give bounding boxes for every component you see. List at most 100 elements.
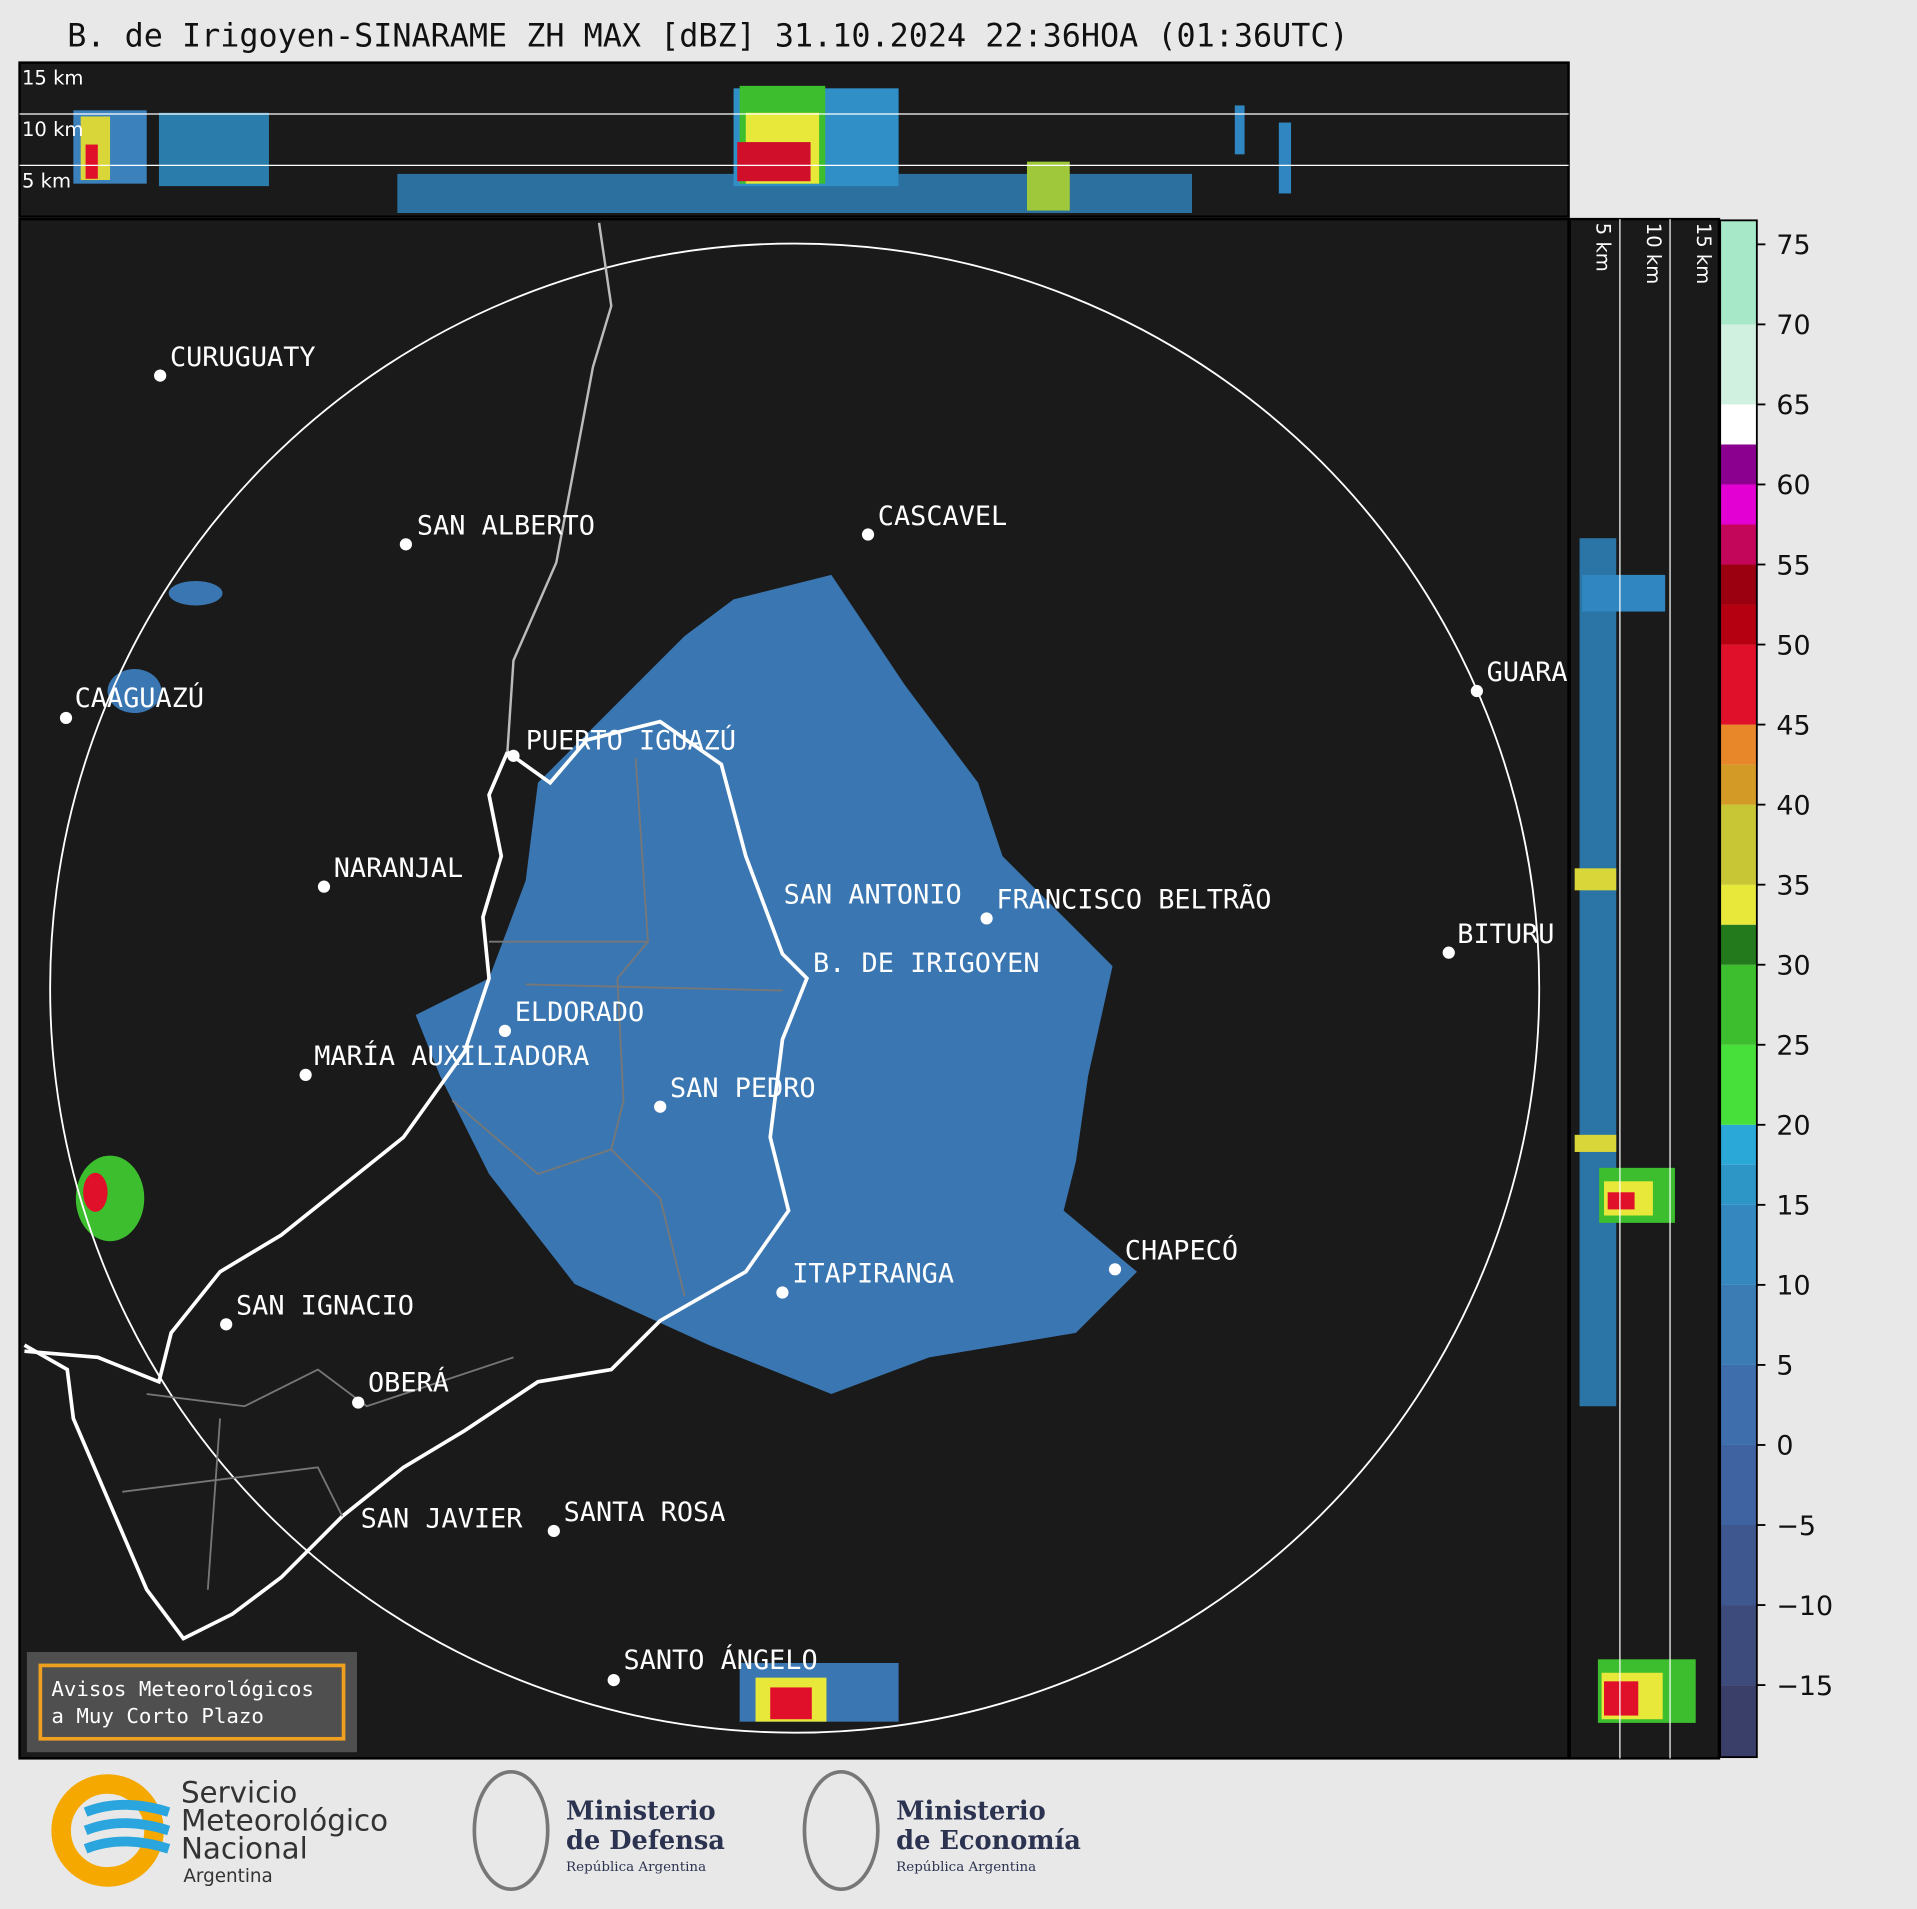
title: B. de Irigoyen-SINARAME ZH MAX [dBZ] 31.…: [67, 19, 1348, 55]
radar-echo: [415, 574, 1137, 1395]
border: [506, 222, 613, 753]
city-dot: [352, 1396, 365, 1409]
city-dot: [776, 1286, 789, 1299]
city-dot: [317, 880, 331, 893]
city-dot: [861, 528, 875, 541]
range-ring: [49, 242, 1541, 1734]
city-dot: [154, 369, 167, 382]
colorbar-segment: [1720, 444, 1757, 485]
colorbar-tick-label: 50: [1776, 630, 1810, 661]
colorbar-tick-label: 25: [1776, 1031, 1810, 1062]
radar-echo: [83, 1172, 108, 1212]
colorbar-segment: [1720, 1124, 1757, 1165]
top-cross-section: 15 km 10 km 5 km: [18, 61, 1570, 218]
logo-text: de Economía: [896, 1826, 1081, 1856]
city-label: SAN ANTONIO: [784, 880, 962, 911]
city-label: SAN PEDRO: [670, 1073, 816, 1104]
city-label: B. DE IRIGOYEN: [813, 948, 1040, 979]
notice: Avisos Meteorológicos a Muy Corto Plazo: [26, 1651, 357, 1753]
colorbar-tick-label: 65: [1776, 390, 1810, 421]
city-dot: [980, 912, 993, 925]
border: [23, 719, 810, 1641]
city-dot: [59, 711, 73, 725]
echo: [1278, 122, 1292, 194]
logo-text: República Argentina: [896, 1860, 1036, 1875]
echo: [1604, 1681, 1639, 1716]
city-label: ELDORADO: [515, 997, 644, 1028]
city-label: SAN ALBERTO: [417, 511, 595, 542]
colorbar-segment: [1720, 1284, 1757, 1365]
city-label: OBERÁ: [368, 1367, 449, 1399]
logo-text: Nacional: [181, 1832, 308, 1866]
colorbar-tick-label: 40: [1776, 790, 1810, 821]
colorbar-frame: [1719, 219, 1758, 1759]
city-label: BITURU: [1457, 919, 1554, 950]
colorbar-segment: [1720, 1685, 1757, 1758]
city-label: MARÍA AUXILIADORA: [314, 1040, 589, 1072]
colorbar-tick-label: 70: [1776, 310, 1810, 341]
city-dot: [399, 538, 413, 551]
echo: [1574, 868, 1617, 891]
colorbar-segment: [1720, 1364, 1757, 1445]
city-label: GUARA: [1487, 657, 1568, 688]
city-label: SANTA ROSA: [564, 1497, 726, 1528]
colorbar-tick-label: 35: [1776, 870, 1810, 901]
colorbar-segment: [1720, 1605, 1757, 1686]
colorbar-segment: [1720, 404, 1757, 445]
emblem: [802, 1769, 880, 1891]
radar-echo: [107, 669, 162, 714]
radar-echo: [168, 581, 223, 606]
footer: Servicio Meteorológico Nacional Argentin…: [51, 1769, 1081, 1891]
city-label: SAN IGNACIO: [236, 1291, 414, 1322]
city-dot: [498, 1024, 512, 1038]
logo-text: República Argentina: [566, 1860, 706, 1875]
colorbar-tick-label: −5: [1776, 1511, 1816, 1542]
height-label: 10 km: [22, 118, 83, 141]
province-border: [451, 758, 783, 1297]
colorbar-segment: [1720, 1204, 1757, 1285]
logo-text: Servicio: [181, 1775, 297, 1809]
colorbar-segment: [1720, 1044, 1757, 1125]
colorbar-tick-label: 30: [1776, 951, 1810, 982]
height-label: 15 km: [1692, 223, 1715, 284]
city-dot: [607, 1673, 620, 1687]
city-label: SANTO ÁNGELO: [624, 1644, 818, 1676]
echo: [1574, 1134, 1617, 1152]
city-dot: [1108, 1263, 1122, 1276]
colorbar-segment: [1720, 884, 1757, 925]
city-dot: [654, 1100, 667, 1113]
side-cross-section: 5 km 10 km 15 km: [1568, 217, 1721, 1760]
echo: [737, 142, 811, 182]
city-label: CASCAVEL: [878, 501, 1007, 532]
city-dot: [299, 1068, 312, 1082]
colorbar-tick-label: −10: [1776, 1591, 1833, 1622]
logo-text: Meteorológico: [181, 1803, 388, 1837]
smn-logo-waves: [83, 1799, 171, 1854]
colorbar-tick-label: 5: [1776, 1351, 1793, 1382]
colorbar-tick-label: 45: [1776, 710, 1810, 741]
height-label: 5 km: [1592, 223, 1615, 272]
colorbar-segment: [1720, 324, 1757, 405]
colorbar-tick-label: 10: [1776, 1271, 1810, 1302]
colorbar-segment: [1720, 764, 1757, 805]
city-label: PUERTO IGUAZÚ: [526, 725, 736, 757]
city-dot: [507, 749, 520, 762]
colorbar-tick-label: 0: [1776, 1431, 1793, 1462]
colorbar-segment: [1720, 484, 1757, 525]
city-label: CHAPECÓ: [1125, 1235, 1238, 1267]
logo-text: Argentina: [183, 1866, 272, 1887]
echo: [85, 144, 98, 179]
city-label: SAN JAVIER: [361, 1503, 524, 1534]
colorbar-segment: [1720, 1164, 1757, 1205]
echo: [1026, 161, 1070, 211]
city-label: ITAPIRANGA: [792, 1259, 954, 1290]
map: CURUGUATY SAN ALBERTO CASCAVEL CAAGUAZÚ …: [18, 217, 1570, 1760]
radar-echo: [770, 1687, 812, 1720]
colorbar-segment: [1720, 524, 1757, 565]
echo: [1582, 574, 1666, 612]
colorbar-segment: [1720, 804, 1757, 885]
echo: [1607, 1192, 1635, 1210]
